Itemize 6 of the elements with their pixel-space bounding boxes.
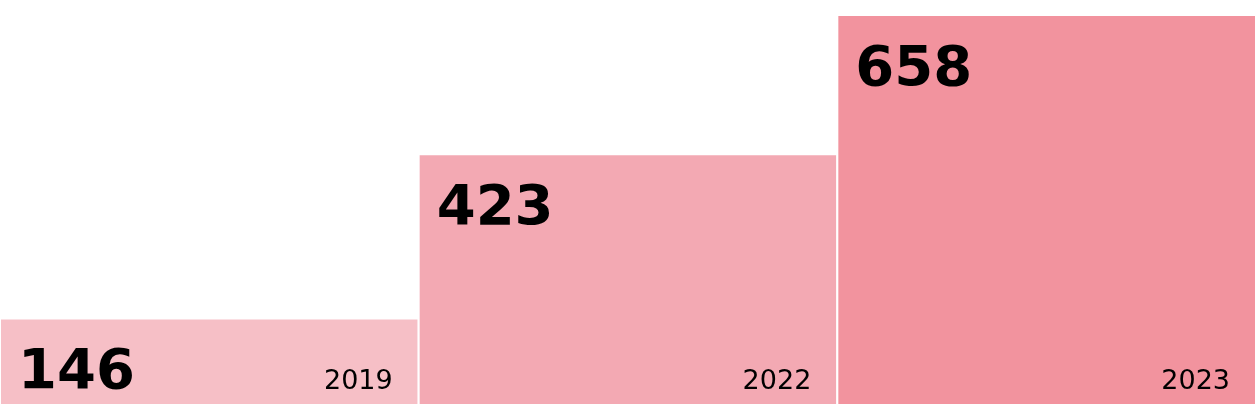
data-label: 146 [18,336,135,402]
x-tick-label: 2023 [1161,364,1230,395]
x-tick-label: 2022 [742,364,812,395]
data-label: 423 [436,172,554,238]
x-tick-label: 2019 [323,364,393,395]
data-label: 658 [855,33,973,98]
